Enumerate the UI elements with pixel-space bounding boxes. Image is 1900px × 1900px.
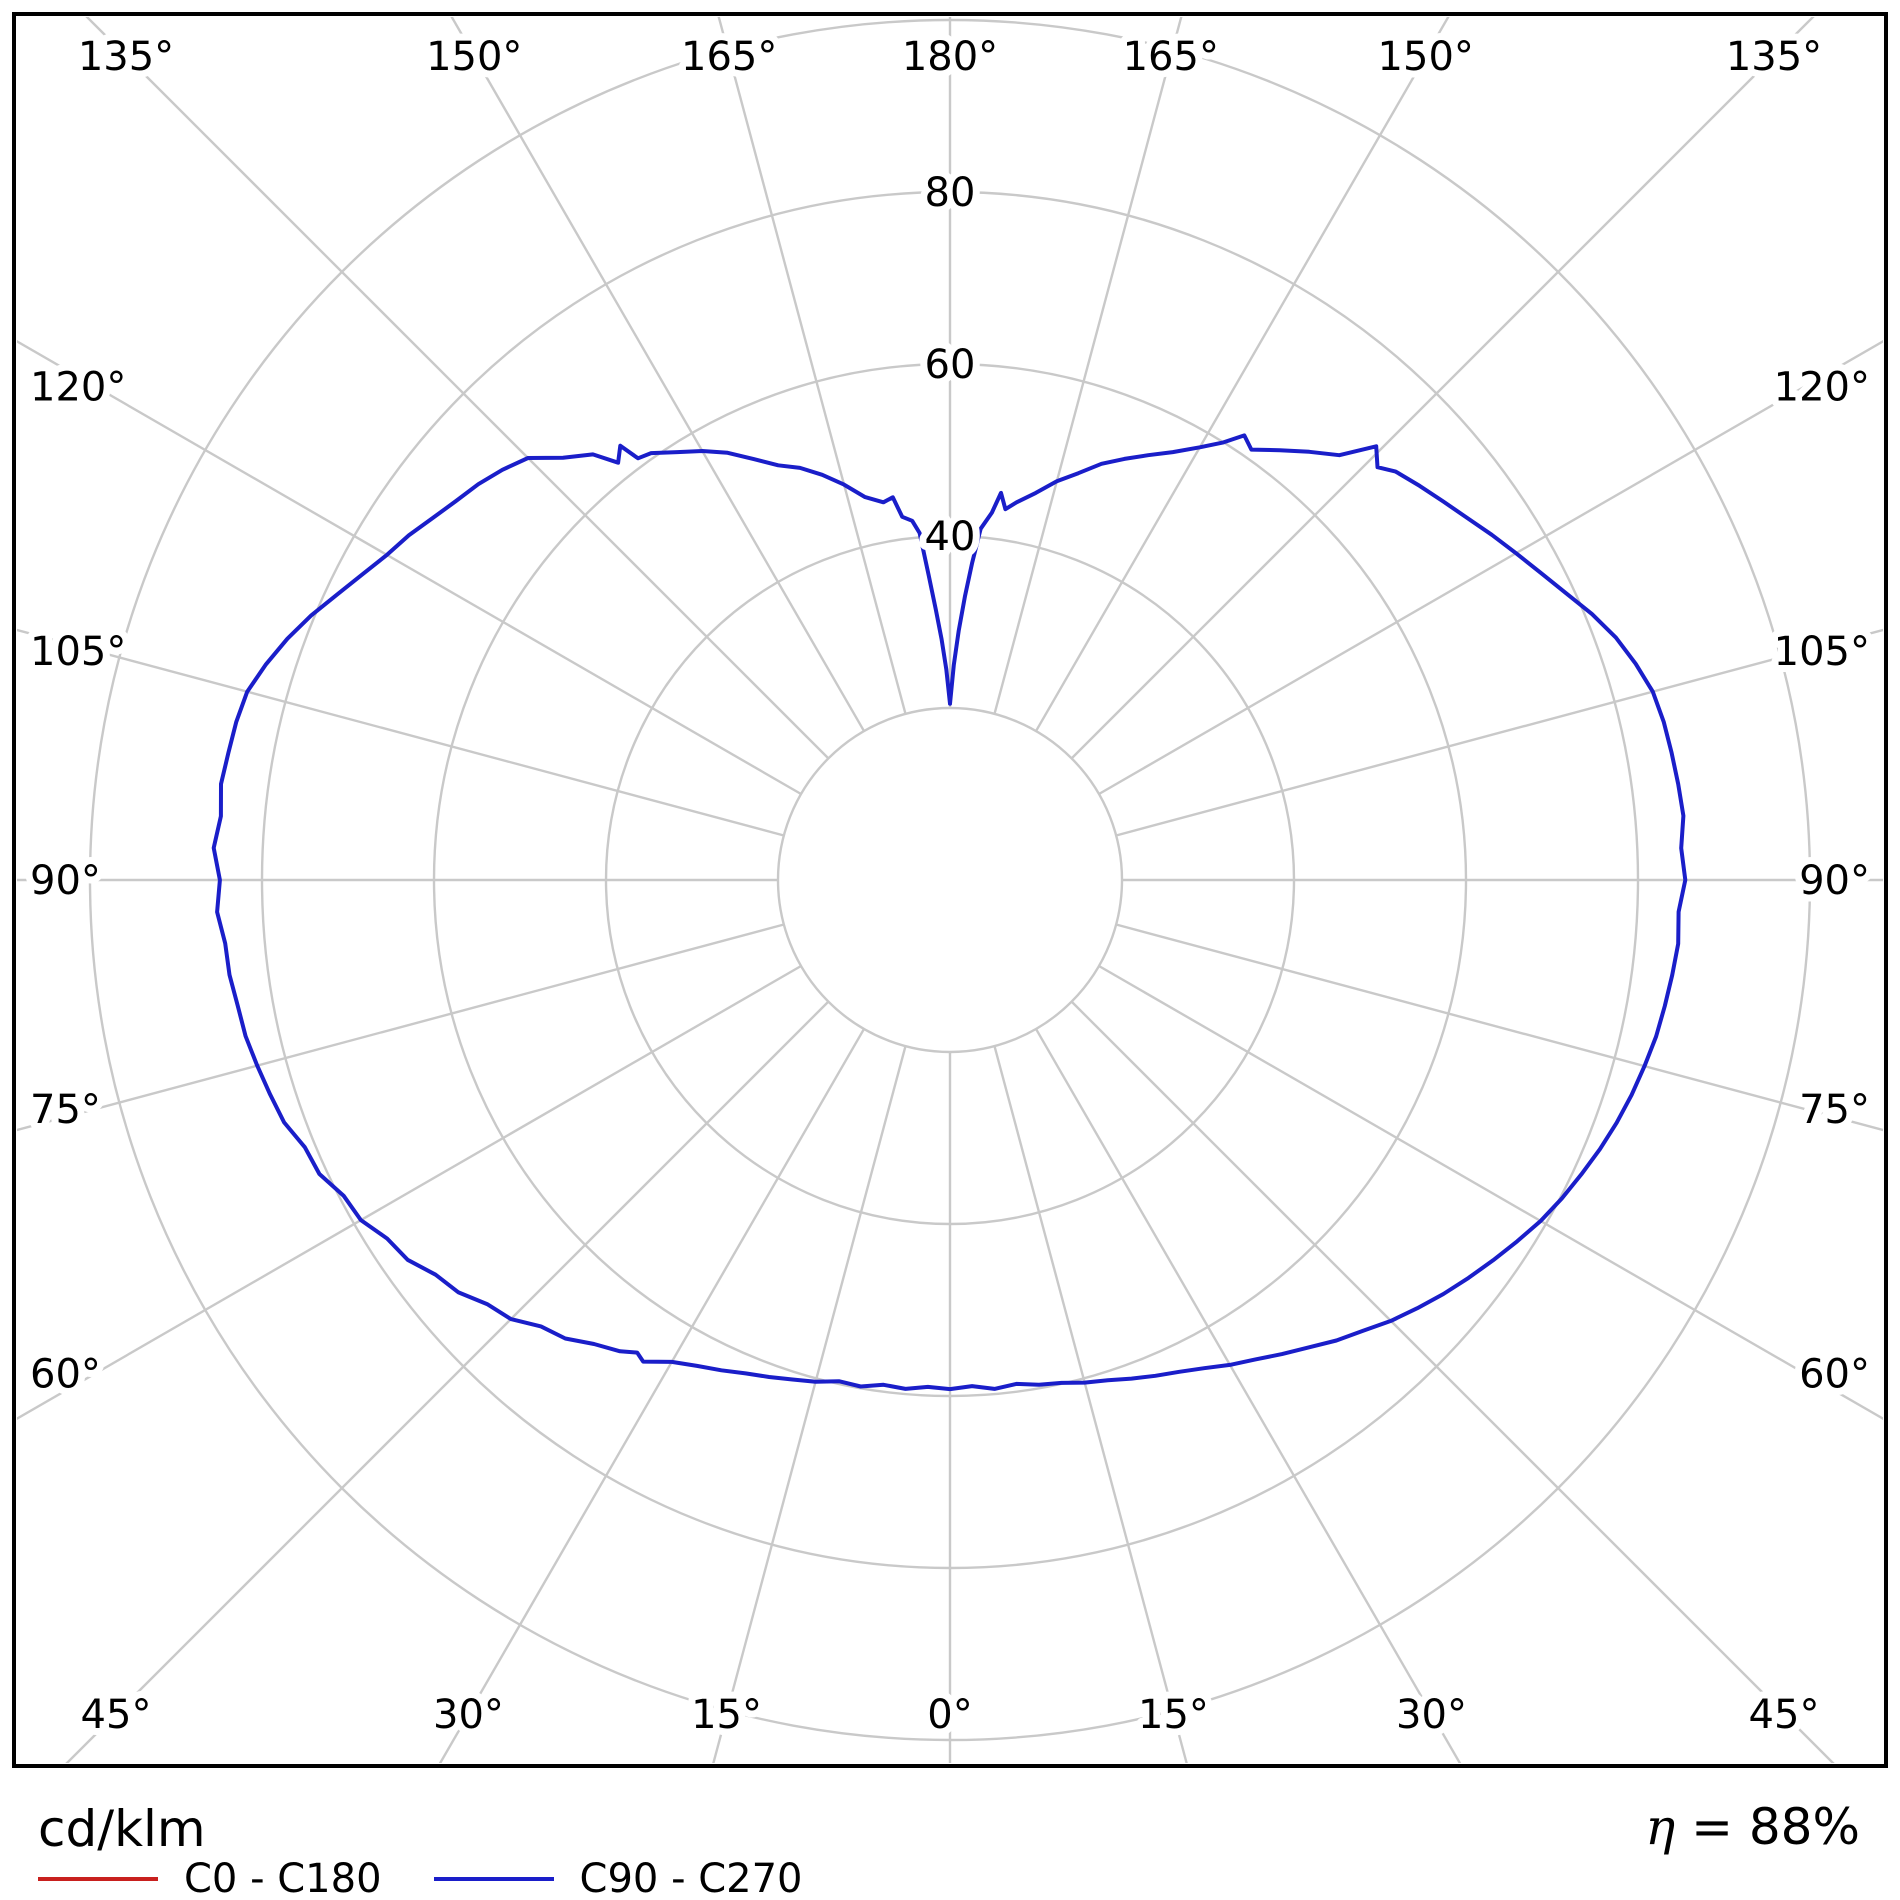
ring-label: 40 xyxy=(925,514,976,560)
grid-radial-line xyxy=(1034,17,1450,732)
grid-circle xyxy=(776,706,1124,1054)
angle-label: 90° xyxy=(30,858,101,904)
angle-label: 165° xyxy=(1123,34,1219,80)
angle-label: 120° xyxy=(30,364,126,410)
ring-label: 60 xyxy=(925,342,976,388)
grid-radial-line xyxy=(1115,923,1883,1132)
grid-radial-line xyxy=(712,1045,907,1763)
legend-item-c0-c180: C0 - C180 xyxy=(38,1856,382,1900)
angle-label: 105° xyxy=(1774,629,1870,675)
angle-label: 135° xyxy=(1726,34,1822,80)
grid-radial-line xyxy=(17,923,785,1132)
angle-label: 45° xyxy=(81,1692,152,1738)
plot-border xyxy=(12,12,1888,1768)
angle-label: 180° xyxy=(902,34,998,80)
efficiency-value: η = 88% xyxy=(1645,1798,1860,1856)
legend-swatch xyxy=(38,1877,158,1881)
angle-label: 30° xyxy=(433,1692,504,1738)
angle-label: 150° xyxy=(426,34,522,80)
grid-radial-line xyxy=(717,17,907,715)
grid-radial-line xyxy=(17,964,802,1421)
angle-label: 60° xyxy=(1799,1352,1870,1398)
angle-label: 45° xyxy=(1749,1692,1820,1738)
grid-radial-line xyxy=(438,1028,866,1763)
legend: C0 - C180 C90 - C270 xyxy=(38,1856,803,1900)
legend-label: C90 - C270 xyxy=(579,1856,803,1900)
legend-item-c90-c270: C90 - C270 xyxy=(433,1856,803,1900)
ring-label: 80 xyxy=(925,170,976,216)
grid-radial-line xyxy=(1115,628,1883,837)
unit-label: cd/klm xyxy=(38,1800,206,1858)
angle-label: 165° xyxy=(681,34,777,80)
grid-radial-line xyxy=(1034,1028,1462,1763)
grid-radial-line xyxy=(450,17,866,732)
angle-label: 15° xyxy=(1138,1692,1209,1738)
grid-radial-line xyxy=(1070,17,1815,760)
labels-layer: 135° 150° 165° 180° 165° 150° 135° 120° 105° 90° 7… xyxy=(23,27,1877,1745)
curve-c90-c270 xyxy=(211,433,1688,1392)
angle-label: 75° xyxy=(1799,1087,1870,1133)
grid-radial-line xyxy=(1070,1000,1835,1763)
angle-label: 0° xyxy=(927,1692,972,1738)
legend-label: C0 - C180 xyxy=(184,1856,382,1900)
angle-label: 150° xyxy=(1378,34,1474,80)
grid-radial-line xyxy=(1098,339,1883,796)
angle-label: 120° xyxy=(1774,364,1870,410)
angle-label: 135° xyxy=(78,34,174,80)
angle-label: 75° xyxy=(30,1087,101,1133)
eta-symbol: η xyxy=(1645,1798,1676,1856)
grid-radial-line xyxy=(1098,964,1883,1421)
grid-radial-line xyxy=(17,628,785,837)
angle-label: 90° xyxy=(1799,858,1870,904)
grid-radial-line xyxy=(993,1045,1188,1763)
eta-number: = 88% xyxy=(1675,1798,1860,1856)
legend-swatch xyxy=(433,1877,554,1881)
grid-radial-line xyxy=(85,17,830,760)
angle-label: 60° xyxy=(30,1352,101,1398)
angle-label: 15° xyxy=(691,1692,762,1738)
grid-radial-line xyxy=(993,17,1183,715)
angle-label: 105° xyxy=(30,629,126,675)
grid-radial-line xyxy=(17,339,802,796)
grid-radial-line xyxy=(65,1000,830,1763)
angle-label: 30° xyxy=(1396,1692,1467,1738)
